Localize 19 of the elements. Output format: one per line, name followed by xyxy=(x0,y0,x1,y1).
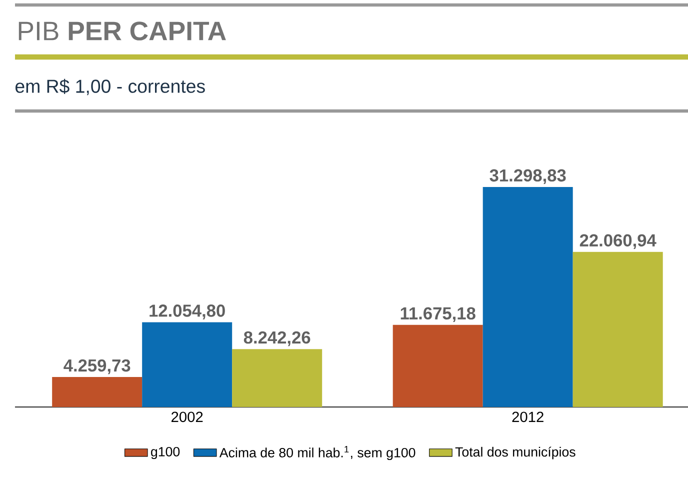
legend-label: g100 xyxy=(151,446,180,460)
data-label: 31.298,83 xyxy=(490,169,566,184)
bar xyxy=(572,252,663,407)
data-label: 8.242,26 xyxy=(244,331,310,346)
bar xyxy=(142,322,232,407)
data-label: 12.054,80 xyxy=(150,304,225,320)
data-label: 4.259,73 xyxy=(64,359,130,374)
chart-subtitle: em R$ 1,00 - correntes xyxy=(16,78,205,96)
bar xyxy=(232,349,322,407)
data-label: 11.675,18 xyxy=(400,307,476,322)
bar xyxy=(392,324,483,407)
legend-label: Acima de 80 mil hab.$^{1}$, sem g100 xyxy=(219,446,416,460)
chart-title: PIB PER CAPITA xyxy=(18,22,226,40)
bar xyxy=(482,187,573,407)
bar xyxy=(52,377,142,407)
legend-label: Total dos municípios xyxy=(455,446,576,460)
x-tick-label: 2002 xyxy=(172,412,203,422)
data-label: 22.060,94 xyxy=(580,234,656,249)
x-tick-label: 2012 xyxy=(512,412,544,422)
